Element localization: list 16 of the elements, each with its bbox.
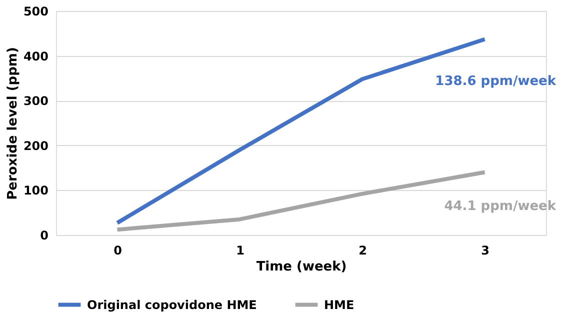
annotation: 44.1 ppm/week: [444, 199, 556, 214]
y-tick-label: 300: [23, 94, 48, 108]
x-tick-label: 0: [114, 244, 122, 258]
x-tick-label: 3: [481, 244, 490, 258]
y-tick-label: 100: [23, 184, 48, 198]
legend-label: HME: [324, 298, 354, 312]
legend-label: Original copovidone HME: [87, 298, 257, 312]
x-tick-label: 2: [358, 244, 367, 258]
y-tick-label: 400: [23, 49, 48, 64]
y-tick-label: 0: [40, 228, 48, 242]
annotation: 138.6 ppm/week: [435, 74, 556, 89]
x-tick-label: 1: [236, 244, 244, 258]
y-tick-label: 200: [23, 138, 48, 153]
x-axis-title: Time (week): [256, 260, 347, 274]
y-axis-title: Peroxide level (ppm): [5, 47, 20, 200]
y-tick-label: 500: [23, 4, 48, 18]
